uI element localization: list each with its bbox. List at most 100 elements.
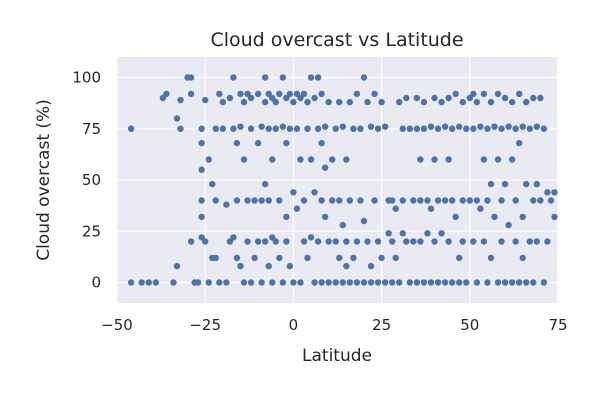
data-point [360, 279, 368, 286]
data-point [519, 254, 526, 262]
data-point [261, 180, 269, 188]
data-point [272, 98, 279, 106]
data-point [441, 197, 449, 204]
x-tick-label: 0 [289, 316, 299, 334]
data-point [307, 234, 315, 241]
data-point [173, 262, 181, 270]
data-point [286, 262, 294, 270]
x-tick-label: −25 [189, 316, 221, 334]
y-tick-label: 100 [72, 69, 101, 87]
data-point [300, 90, 308, 98]
data-point [223, 279, 230, 286]
data-point [339, 123, 346, 130]
data-point [198, 213, 205, 221]
data-point [459, 98, 466, 106]
data-point [523, 279, 530, 286]
data-point [226, 94, 234, 102]
data-point [364, 238, 371, 245]
data-point [367, 279, 375, 286]
data-point [247, 94, 255, 102]
data-point [152, 279, 160, 286]
data-point [494, 279, 502, 286]
data-point [265, 262, 272, 270]
data-point [300, 238, 308, 245]
data-point [441, 123, 449, 130]
data-point [381, 279, 389, 286]
data-point [399, 125, 406, 132]
data-point [336, 254, 343, 262]
data-point [403, 238, 410, 245]
data-point [307, 74, 315, 81]
data-point [413, 125, 421, 132]
data-point [445, 238, 452, 245]
data-point [127, 125, 135, 132]
x-tick-label: 75 [548, 316, 567, 334]
data-point [501, 279, 509, 286]
data-point [508, 279, 516, 286]
data-point [357, 197, 364, 204]
data-point [434, 279, 442, 286]
data-point [230, 125, 237, 132]
y-tick-labels: 0 25 50 75 100 [72, 69, 101, 292]
data-point [318, 279, 325, 286]
data-point [417, 197, 424, 204]
data-point [198, 139, 205, 147]
data-point [494, 156, 502, 163]
x-axis-label: Latitude [302, 346, 372, 366]
data-point [230, 74, 237, 81]
data-point [431, 156, 438, 163]
data-point [491, 213, 498, 221]
data-point [314, 238, 322, 245]
data-point [406, 279, 414, 286]
data-point [491, 123, 498, 130]
data-point [399, 197, 406, 204]
data-point [219, 125, 227, 132]
data-point [261, 98, 269, 106]
data-point [438, 98, 445, 106]
data-point [456, 123, 463, 130]
data-point [374, 125, 382, 132]
data-point [459, 197, 466, 204]
data-point [512, 125, 519, 132]
data-point [470, 238, 477, 245]
data-point [240, 156, 248, 163]
data-point [498, 238, 505, 245]
data-point [339, 221, 346, 229]
data-point [456, 279, 463, 286]
data-point [537, 197, 544, 204]
data-point [424, 197, 431, 204]
data-point [357, 125, 364, 132]
data-point [258, 123, 265, 130]
data-point [205, 156, 212, 163]
data-point [237, 123, 244, 130]
data-point [501, 94, 509, 102]
data-point [353, 238, 361, 245]
data-point [463, 279, 470, 286]
data-point [290, 279, 297, 286]
data-point [530, 197, 537, 204]
data-point [427, 279, 435, 286]
data-point [410, 238, 417, 245]
data-point [466, 197, 473, 204]
data-point [350, 254, 357, 262]
data-point [463, 125, 470, 132]
data-point [417, 238, 424, 245]
data-point [445, 156, 452, 163]
data-point [276, 254, 283, 262]
data-point [329, 197, 336, 204]
y-tick-label: 50 [82, 171, 101, 189]
data-point [487, 180, 495, 188]
data-point [459, 238, 466, 245]
data-point [187, 238, 195, 245]
data-point [508, 156, 516, 163]
data-point [247, 125, 255, 132]
data-point [233, 139, 241, 147]
data-point [480, 156, 488, 163]
data-point [434, 125, 442, 132]
data-point [438, 230, 445, 237]
data-point [283, 213, 290, 221]
data-point [427, 123, 435, 130]
data-point [307, 156, 315, 163]
data-point [487, 98, 495, 106]
data-point [381, 123, 389, 130]
